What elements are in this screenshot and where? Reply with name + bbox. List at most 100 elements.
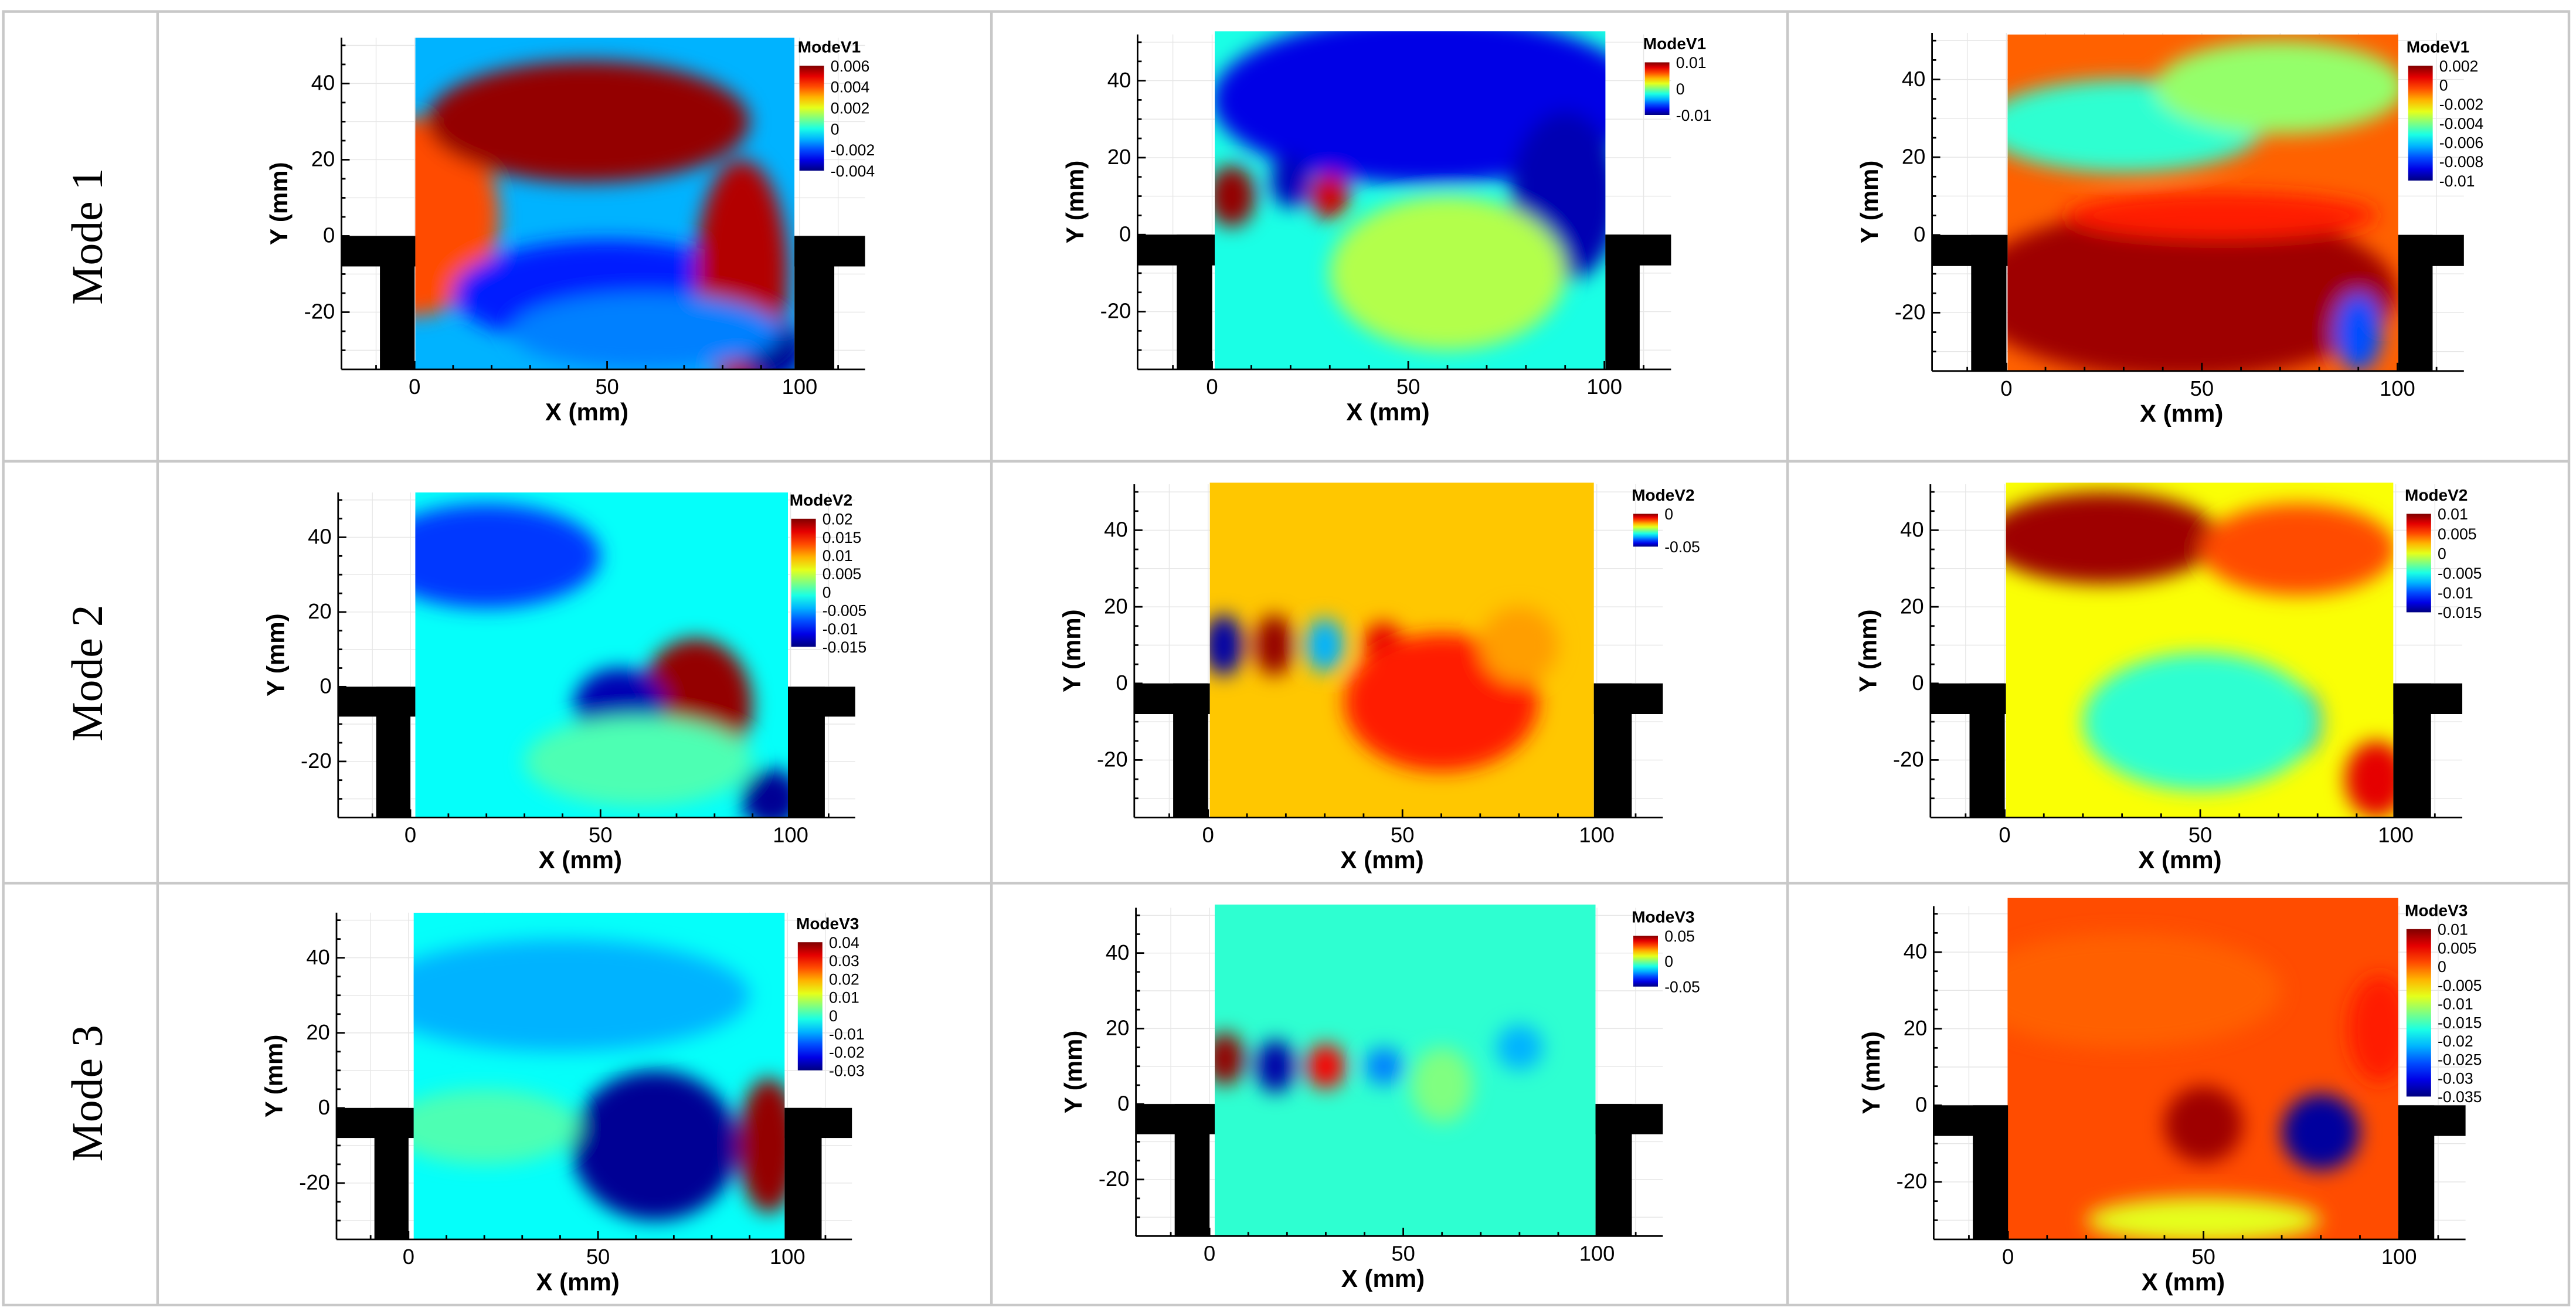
y-axis-label: Y (mm) [1058,609,1085,692]
heatmap-blob [426,60,750,183]
colorbar-tick-label: 0.01 [829,989,859,1007]
x-axis-label: X (mm) [2138,846,2221,874]
colorbar-title: ModeV1 [798,38,861,56]
colorbar-tick-label: 0 [2438,545,2446,562]
y-tick-label: 0 [1915,1093,1927,1117]
x-tick-label: 50 [586,1245,610,1269]
x-axis-label: X (mm) [1346,398,1429,426]
axes [335,912,852,1241]
heatmap-blob [1209,614,1243,676]
colorbar: ModeV30.010.0050-0.005-0.01-0.015-0.02-0… [2405,901,2482,1106]
heatmap-field [2006,482,2394,818]
colorbar-tick-label: 0.005 [2438,939,2477,957]
panels: -20 0 20 40 0 50 100 X (mm) Y (mm) ModeV10.0060.0… [260,31,2484,1296]
colorbar-tick-label: 0 [823,583,831,601]
heatmap-blob [2006,492,2220,584]
heatmap-field [415,38,795,369]
colorbar-tick-label: 0.005 [823,565,862,583]
y-tick-label: 20 [1107,145,1131,169]
y-tick-label: -20 [1893,747,1924,772]
x-tick-label: 100 [2380,376,2415,400]
y-tick-label: -20 [1097,747,1128,772]
colorbar-tick-label: -0.015 [823,638,866,656]
axes [1136,34,1671,371]
x-tick-label: 0 [409,375,420,399]
y-tick-label: 40 [1107,68,1131,92]
left-wall-post [1971,235,2007,371]
x-tick-label: 50 [589,823,612,847]
y-axis-label: Y (mm) [260,1035,288,1118]
heatmap-blob [2282,1093,2360,1171]
heatmap-blob [2200,503,2394,596]
wall-geometry [1134,683,1663,818]
heatmap-blob [1305,618,1344,672]
x-tick-label: 50 [2188,823,2212,847]
y-tick-label: 0 [1116,671,1127,695]
heatmap-blob [1330,196,1565,351]
colorbar-title: ModeV3 [1632,908,1694,926]
y-axis-label: Y (mm) [265,162,293,245]
heatmap-blob [1214,1032,1245,1085]
colorbar-tick-label: -0.01 [2438,585,2473,602]
x-tick-label: 50 [1391,1241,1415,1265]
axes [1135,908,1663,1237]
heatmap-blob [2065,192,2378,239]
y-tick-label: 0 [1117,1091,1129,1115]
x-tick-label: 100 [2381,1245,2417,1269]
x-tick-label: 0 [1206,375,1218,399]
colorbar-tick-label: -0.02 [829,1044,865,1061]
heatmap-blob [1496,1024,1543,1071]
heatmap-blob [511,293,781,369]
heatmap-field [415,492,788,818]
colorbar-title: ModeV2 [790,491,852,509]
colorbar-title: ModeV1 [1643,35,1706,53]
heatmap-blob [571,1070,739,1221]
wall-geometry [1932,235,2464,371]
x-axis-label: X (mm) [539,846,622,874]
right-wall-post [1605,235,1640,369]
colorbar-tick-label: 0.002 [2439,57,2479,75]
y-axis-label: Y (mm) [1857,1031,1885,1114]
wall-geometry [1136,1104,1663,1236]
y-tick-label: 40 [308,525,331,549]
heatmap-blob [738,1078,785,1214]
wall-geometry [338,687,855,818]
right-wall-post [784,1107,822,1239]
y-tick-label: 20 [308,599,331,623]
colorbar-tick-label: -0.01 [2438,995,2473,1013]
x-tick-label: 0 [2002,1245,2014,1269]
colorbar-gradient [2406,929,2431,1097]
x-tick-label: 0 [405,823,416,847]
heatmap-blob [2086,1197,2321,1239]
colorbar-tick-label: 0.04 [829,934,859,952]
colorbar-tick-label: -0.006 [2439,134,2483,151]
left-wall-post [376,687,411,818]
colorbar-tick-label: -0.01 [829,1025,865,1043]
axes [1929,484,2462,818]
y-axis-label: Y (mm) [1059,1031,1087,1114]
x-tick-label: 100 [782,375,818,399]
x-tick-label: 0 [1999,823,2010,847]
axes [337,492,855,818]
y-tick-label: 40 [306,945,329,969]
colorbar-gradient [1633,936,1658,987]
x-tick-label: 100 [773,823,808,847]
axes [1932,906,2466,1241]
row-label-mode-2: Mode 2 [63,604,112,741]
heatmap-blob [415,504,601,609]
y-tick-label: 40 [1904,939,1927,963]
axes [340,38,865,371]
colorbar-tick-label: -0.05 [1664,978,1700,996]
colorbar-tick-label: 0.02 [823,511,853,528]
colorbar-tick-label: 0 [2438,958,2446,976]
panel-r3-c3: -20 0 20 40 0 50 100 X (mm) Y (mm) ModeV3 0.010.00… [1857,898,2482,1296]
right-wall-post [1595,1104,1632,1236]
colorbar-tick-label: 0.01 [2438,921,2468,939]
y-tick-label: 20 [306,1020,329,1044]
